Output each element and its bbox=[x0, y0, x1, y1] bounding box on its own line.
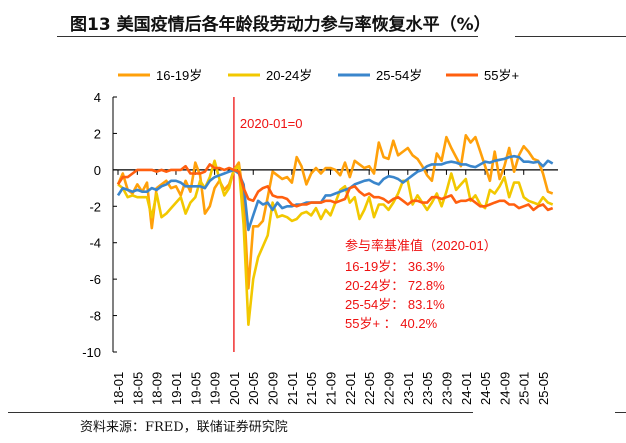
y-tick-label: 0 bbox=[94, 163, 101, 178]
y-tick-label: -6 bbox=[89, 272, 101, 287]
x-tick-label: 21-05 bbox=[304, 372, 319, 405]
x-tick-label: 18-01 bbox=[111, 372, 126, 405]
x-tick-label: 22-09 bbox=[381, 372, 396, 405]
legend: 16-19岁 20-24岁 25-54岁 55岁+ bbox=[118, 68, 519, 83]
x-tick-label: 19-05 bbox=[188, 372, 203, 405]
x-tick-label: 21-01 bbox=[285, 372, 300, 405]
legend-label: 55岁+ bbox=[484, 68, 519, 83]
series-lines bbox=[116, 134, 554, 327]
x-tick-label: 20-09 bbox=[266, 372, 281, 405]
x-tick-label: 18-09 bbox=[150, 372, 165, 405]
x-tick-label: 24-09 bbox=[497, 372, 512, 405]
x-tick-label: 22-01 bbox=[343, 372, 358, 405]
x-tick-label: 18-05 bbox=[130, 372, 145, 405]
annotation-line: 20-24岁： 72.8% bbox=[345, 278, 445, 293]
y-tick-label: -4 bbox=[89, 236, 101, 251]
y-tick-label: -8 bbox=[89, 309, 101, 324]
x-tick-label: 19-09 bbox=[208, 372, 223, 405]
title-divider-next bbox=[515, 36, 626, 37]
legend-label: 20-24岁 bbox=[266, 68, 312, 83]
figure-title: 图13 美国疫情后各年龄段劳动力参与率恢复水平（%） bbox=[70, 15, 491, 35]
title-divider bbox=[57, 36, 478, 37]
annotation-line: 16-19岁： 36.3% bbox=[345, 259, 445, 274]
x-tick-label: 20-05 bbox=[246, 372, 261, 405]
x-tick-label: 23-05 bbox=[420, 372, 435, 405]
y-tick-label: -10 bbox=[82, 345, 101, 360]
series-line-3 bbox=[116, 154, 554, 232]
source-divider-next bbox=[615, 412, 626, 413]
axes: 4 2 0 -2 -4 -6 -8 -10 18-01 18-05 18-09 19-01 19-05 1… bbox=[82, 90, 558, 405]
x-tick-label: 23-01 bbox=[401, 372, 416, 405]
baseline-annotation: 参与率基准值（2020-01） 16-19岁： 36.3% 20-24岁： 72.8… bbox=[345, 238, 497, 331]
series-line-4 bbox=[116, 163, 554, 212]
x-tick-label: 20-01 bbox=[227, 372, 242, 405]
x-tick-label: 23-09 bbox=[439, 372, 454, 405]
reference-line-group: 2020-01=0 bbox=[233, 97, 303, 352]
series-line-1 bbox=[116, 134, 554, 290]
annotation-heading: 参与率基准值（2020-01） bbox=[345, 238, 497, 253]
x-tick-label: 21-09 bbox=[324, 372, 339, 405]
x-tick-label: 24-05 bbox=[478, 372, 493, 405]
source-divider bbox=[8, 412, 473, 413]
annotation-line: 25-54岁： 83.1% bbox=[345, 297, 445, 312]
legend-label: 25-54岁 bbox=[376, 68, 422, 83]
y-tick-label: -2 bbox=[89, 199, 101, 214]
reference-line-label: 2020-01=0 bbox=[240, 116, 303, 131]
x-tick-label: 25-01 bbox=[517, 372, 532, 405]
source-note: 资料来源：FRED，联储证券研究院 bbox=[80, 420, 288, 435]
x-tick-label: 19-01 bbox=[169, 372, 184, 405]
x-tick-label: 24-01 bbox=[459, 372, 474, 405]
x-tick-label: 25-05 bbox=[536, 372, 551, 405]
legend-label: 16-19岁 bbox=[156, 68, 202, 83]
y-tick-label: 4 bbox=[94, 90, 101, 105]
annotation-line: 55岁+ ： 40.2% bbox=[345, 316, 438, 331]
y-tick-label: 2 bbox=[94, 126, 101, 141]
x-tick-label: 22-05 bbox=[362, 372, 377, 405]
